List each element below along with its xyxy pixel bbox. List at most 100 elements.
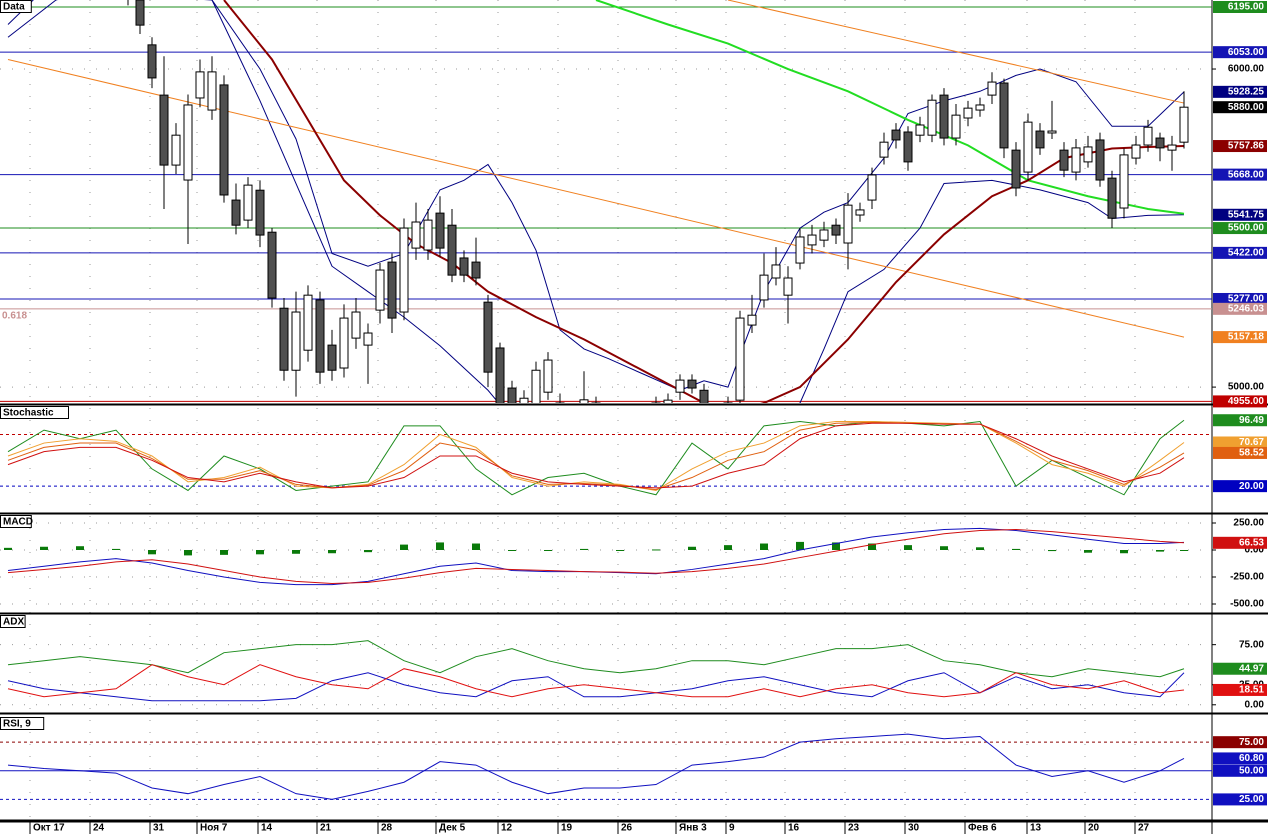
histogram-bar (256, 549, 264, 555)
histogram-bar (868, 543, 876, 550)
y-tick-label: 5000.00 (1228, 382, 1265, 393)
candle-body (171, 134, 181, 166)
candle-body (568, 409, 576, 425)
x-tick-label: 27 (1138, 823, 1150, 834)
candle-body (903, 131, 913, 163)
series-line (7, 0, 1185, 403)
candle-body (939, 94, 949, 139)
x-tick-label: Ноя 7 (200, 823, 228, 834)
candle-body (1011, 149, 1021, 189)
panel-title-box (0, 406, 69, 419)
y-tick-label: 6000.00 (1228, 64, 1265, 75)
panel-title-box (0, 615, 26, 628)
candle-body (855, 209, 865, 216)
candle-body (387, 261, 397, 319)
value-tag (1213, 536, 1267, 549)
panel (0, 419, 1212, 496)
value-tag (1213, 764, 1267, 777)
candle-body (1131, 144, 1141, 159)
histogram-bar (364, 549, 372, 553)
value-tag (1213, 101, 1267, 114)
candle-body (1119, 154, 1129, 209)
candle-body (735, 317, 745, 401)
candle-body (999, 82, 1009, 149)
panel-title: RSI, 9 (3, 719, 31, 730)
candle-body (628, 419, 636, 432)
histogram-bar (832, 542, 840, 550)
candle-body (604, 419, 612, 429)
series-line (7, 421, 1185, 491)
panel-title: MACD (3, 517, 33, 528)
histogram-bar (112, 548, 120, 550)
value-tag (1213, 208, 1267, 221)
value-tag-label: 6053.00 (1228, 47, 1265, 58)
candle-body (1071, 147, 1081, 173)
histogram-bar (508, 549, 516, 551)
series-line (727, 0, 1185, 104)
candle-body (423, 219, 433, 251)
y-tick-label: 0.00 (1245, 699, 1265, 710)
candle-body (915, 124, 925, 136)
x-tick-label: 13 (1030, 823, 1042, 834)
panel-title: ADX (3, 617, 24, 628)
candle-body (147, 44, 157, 79)
candle-body (351, 311, 361, 339)
panel-title-box (0, 0, 32, 13)
x-tick-label: 31 (153, 823, 165, 834)
candle-body (207, 71, 217, 111)
series-line (7, 640, 1185, 678)
histogram-bar (1048, 549, 1056, 552)
x-tick-label: Дек 5 (439, 823, 466, 834)
value-tag-label: 5541.75 (1228, 209, 1265, 220)
candle-body (1083, 146, 1093, 163)
x-tick-label: 16 (788, 823, 800, 834)
candle-body (135, 0, 145, 26)
value-tag (1213, 480, 1267, 493)
candle-body (267, 231, 277, 299)
panel-title: Stochastic (3, 408, 54, 419)
candle-body (579, 399, 589, 403)
series-line (7, 733, 1185, 800)
histogram-bar (472, 543, 480, 550)
value-tag (1213, 331, 1267, 344)
candle-body (1059, 149, 1069, 171)
candle-body (759, 274, 769, 301)
series-line (7, 527, 1185, 586)
candle-body (315, 299, 325, 373)
candle-body (279, 307, 289, 371)
value-tag-label: 70.67 (1239, 437, 1264, 448)
candle-body (375, 269, 385, 311)
y-tick-label: 250.00 (1233, 518, 1264, 529)
series-line (7, 672, 1185, 702)
series-line (7, 528, 1185, 584)
histogram-bar (724, 545, 732, 550)
candle-body (1167, 144, 1177, 151)
candle-body (1143, 126, 1153, 146)
value-tag (1213, 292, 1267, 305)
candle-body (963, 107, 973, 119)
value-tag (1213, 85, 1267, 98)
candle-body (231, 199, 241, 226)
panel (0, 0, 1212, 432)
candle-body (747, 314, 757, 326)
candle-body (471, 261, 481, 279)
y-tick-label: -500.00 (1230, 599, 1264, 610)
candle-body (1023, 121, 1033, 173)
candle-body (591, 402, 601, 403)
value-tag-label: 50.00 (1239, 765, 1264, 776)
value-tag (1213, 46, 1267, 59)
histogram-bar (652, 549, 660, 551)
histogram-bar (1120, 549, 1128, 554)
value-tag-label: 18.51 (1239, 685, 1264, 696)
value-tag-label: 25.00 (1239, 794, 1264, 805)
level-name: 0.618 (2, 310, 27, 321)
series-line (7, 58, 1185, 338)
candle-body (459, 257, 469, 276)
candle-body (1035, 130, 1045, 149)
value-tag (1213, 793, 1267, 806)
value-tag-label: 75.00 (1239, 737, 1264, 748)
candle-body (1179, 106, 1189, 143)
candle-body (987, 81, 997, 96)
